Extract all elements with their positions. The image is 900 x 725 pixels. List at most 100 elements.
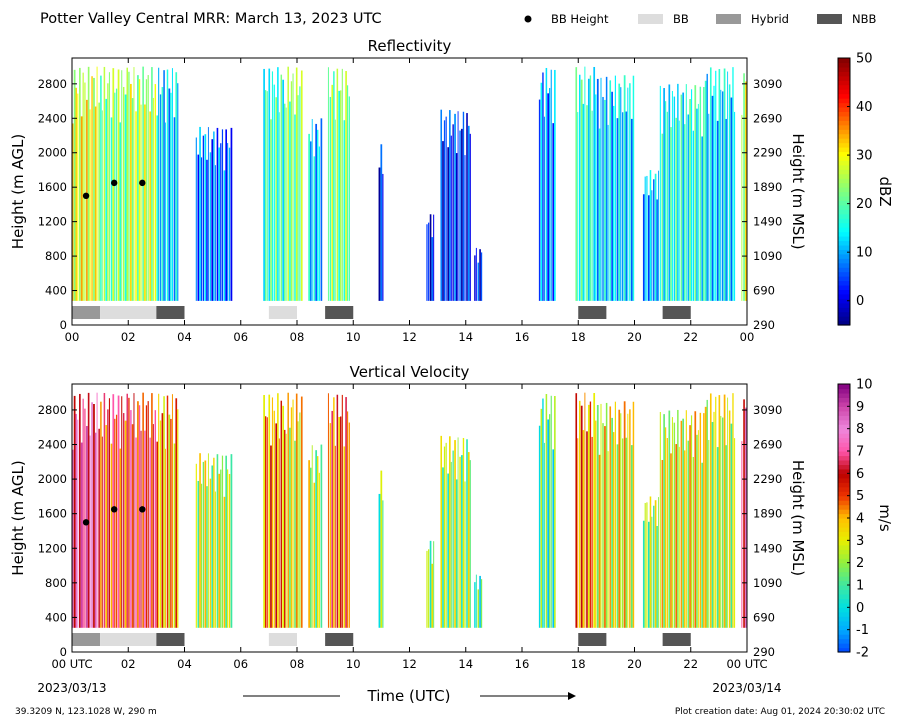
colorbar-segment: [838, 164, 850, 170]
colorbar-segment: [838, 244, 850, 250]
colorbar-segment: [838, 307, 850, 313]
echo-streak: [270, 119, 272, 301]
echo-streak: [728, 410, 731, 628]
x-tick-label: 22: [683, 330, 698, 344]
echo-streak: [77, 419, 79, 628]
echo-streak: [206, 486, 208, 628]
x-tick-label: 04: [177, 330, 192, 344]
echo-streak: [228, 474, 231, 628]
echo-streak: [697, 103, 699, 301]
echo-streak: [103, 392, 106, 628]
colorbar-segment: [838, 71, 850, 77]
echo-streak: [661, 133, 664, 301]
echo-streak: [449, 110, 451, 301]
echo-streak: [734, 438, 736, 628]
bb-class-bar: [100, 633, 157, 646]
echo-streak: [658, 497, 660, 628]
echo-streak: [311, 118, 313, 301]
echo-streak: [268, 68, 271, 301]
echo-streak: [86, 426, 88, 628]
echo-streak: [593, 66, 596, 301]
echo-streak: [108, 398, 110, 628]
echo-streak: [207, 127, 209, 301]
echo-streak: [331, 84, 334, 301]
echo-streak: [202, 461, 205, 628]
echo-streak: [582, 430, 585, 628]
echo-streak: [277, 393, 279, 628]
colorbar-segment: [838, 629, 850, 635]
echo-streak: [433, 541, 435, 628]
echo-streak: [429, 214, 432, 301]
echo-streak: [692, 456, 694, 628]
echo-streak: [469, 133, 471, 301]
echo-streak: [443, 120, 446, 301]
echo-streak: [145, 405, 148, 628]
echo-streak: [159, 94, 162, 301]
colorbar-segment: [838, 468, 850, 474]
colorbar-segment: [838, 231, 850, 237]
echo-streak: [204, 460, 207, 628]
echo-streak: [89, 435, 91, 628]
echo-streak: [540, 408, 543, 628]
colorbar-segment: [838, 240, 850, 246]
echo-streak: [550, 395, 552, 628]
echo-streak: [105, 425, 108, 628]
echo-streak: [452, 124, 454, 301]
echo-streak: [680, 420, 683, 628]
echo-streak: [149, 111, 152, 301]
echo-streak: [211, 139, 214, 301]
echo-streak: [644, 176, 646, 301]
colorbar-segment: [838, 634, 850, 640]
x-tick-label: 02: [121, 330, 136, 344]
echo-streak: [103, 66, 106, 301]
date-end-label: 2023/03/14: [712, 681, 781, 695]
echo-streak: [545, 67, 548, 301]
echo-streak: [706, 399, 708, 628]
echo-streak: [692, 130, 694, 301]
colorbar-segment: [838, 84, 850, 90]
colorbar-tick-label: 9: [856, 400, 864, 415]
colorbar-segment: [838, 406, 850, 412]
colorbar-tick-label: 50: [856, 52, 873, 67]
echo-streak: [616, 118, 619, 301]
colorbar-segment: [838, 169, 850, 175]
colorbar-segment: [838, 585, 850, 591]
colorbar-segment: [838, 138, 850, 144]
y-tick-label-right: 3090: [753, 77, 782, 91]
echo-streak: [294, 114, 296, 301]
echo-streak: [263, 394, 265, 628]
echo-streak: [604, 426, 606, 628]
echo-streak: [289, 101, 291, 301]
colorbar-label: m/s: [876, 504, 894, 532]
echo-streak: [317, 129, 319, 301]
y-tick-label-right: 290: [753, 645, 775, 659]
y-tick-label: 0: [60, 318, 67, 332]
echo-streak: [348, 422, 350, 628]
echo-streak: [663, 88, 665, 301]
echo-streak: [431, 563, 434, 628]
echo-streak: [474, 255, 476, 301]
echo-streak: [732, 67, 734, 301]
echo-streak: [625, 111, 628, 301]
y-axis-label-right: Height (m MSL): [789, 133, 807, 249]
echo-streak: [604, 99, 606, 301]
colorbar-segment: [838, 98, 850, 104]
echo-streak: [653, 179, 655, 301]
x-tick-label: 06: [233, 330, 248, 344]
echo-streak: [720, 89, 722, 301]
echo-streak: [98, 428, 100, 628]
colorbar-segment: [838, 459, 850, 465]
echo-streak: [292, 399, 294, 628]
echo-streak: [455, 479, 458, 628]
echo-streak: [450, 461, 452, 628]
colorbar-segment: [838, 598, 850, 604]
echo-streak: [230, 454, 233, 628]
colorbar-tick-label: 8: [856, 422, 864, 437]
echo-streak: [290, 407, 293, 628]
echo-streak: [659, 411, 661, 628]
echo-streak: [577, 438, 579, 628]
echo-streak: [72, 123, 74, 301]
colorbar-segment: [838, 106, 850, 112]
echo-streak: [577, 112, 579, 301]
echo-streak: [464, 155, 466, 301]
